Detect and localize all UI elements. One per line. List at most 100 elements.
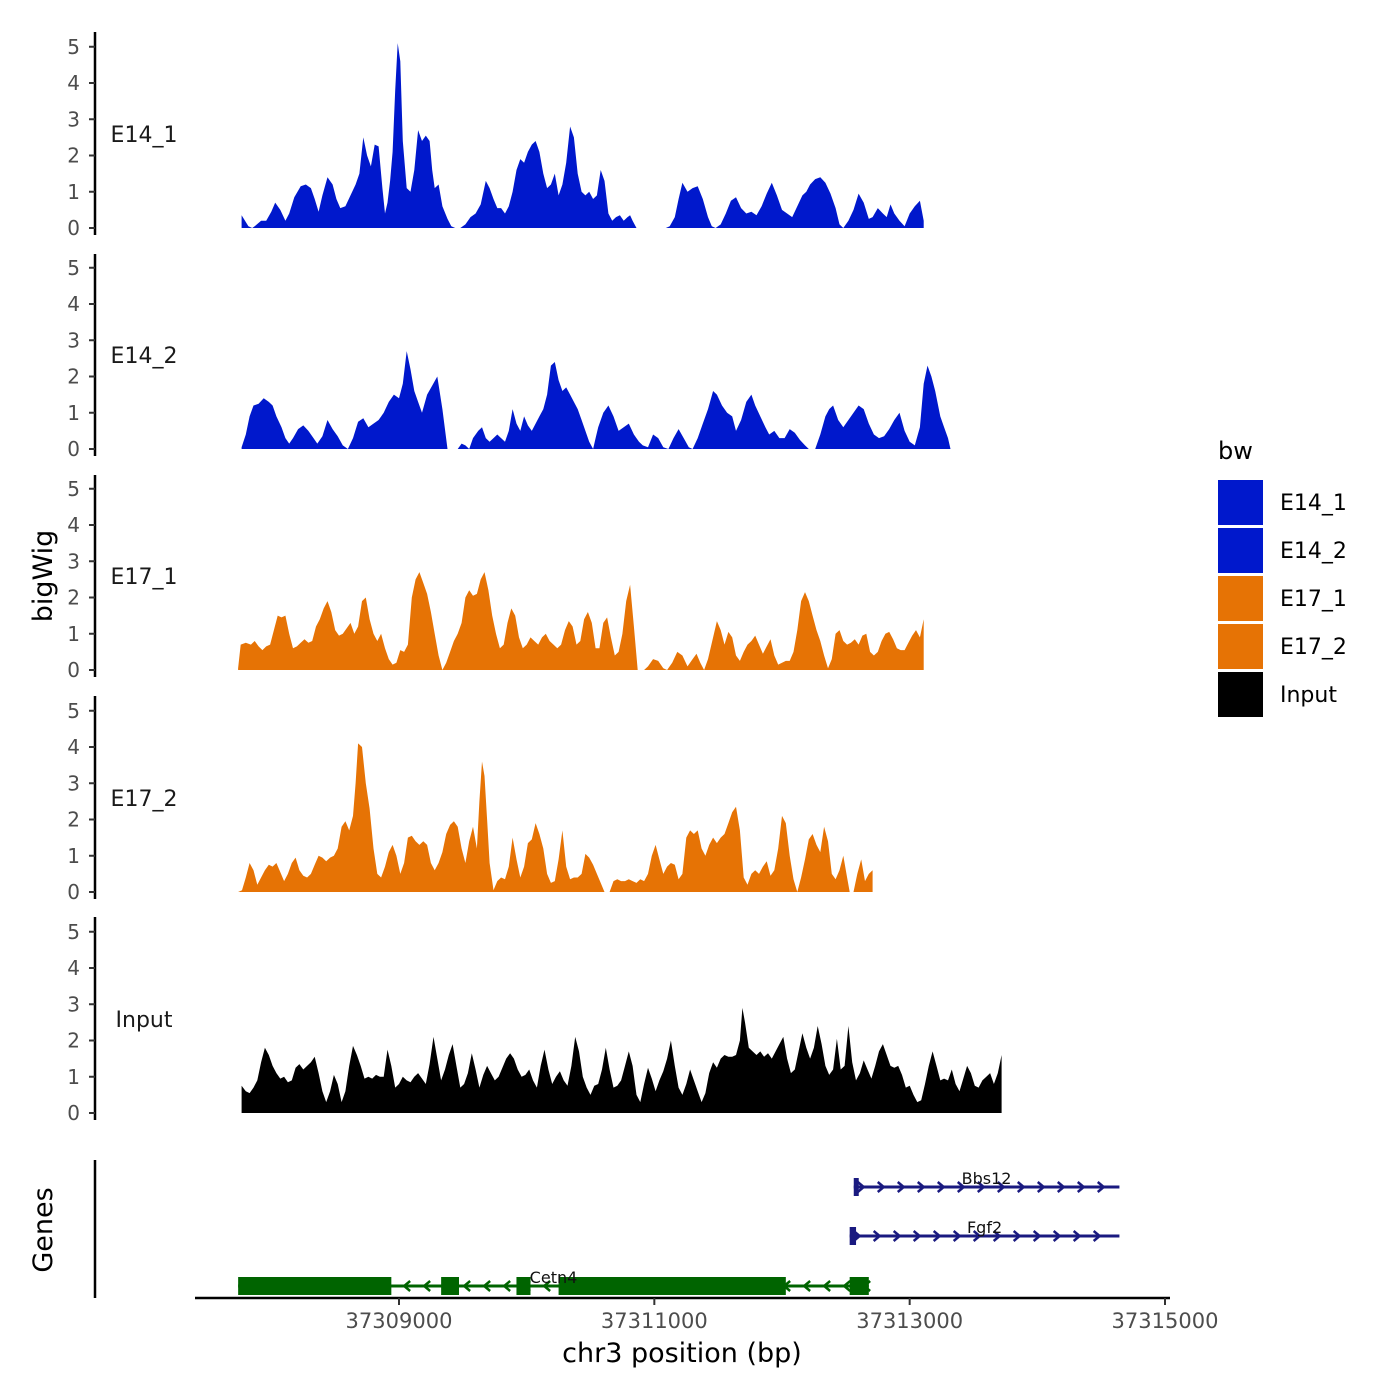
strand-arrow — [542, 1280, 551, 1292]
legend-swatch-E17_1 — [1218, 576, 1263, 621]
y-tick-label: 0 — [67, 880, 80, 904]
gene-name-label: Fgf2 — [967, 1218, 1002, 1237]
y-tick-label: 3 — [67, 328, 80, 352]
y-tick-label: 1 — [67, 401, 80, 425]
strand-arrow — [876, 1181, 886, 1193]
strand-arrow — [972, 1230, 982, 1242]
strand-arrow — [1052, 1230, 1062, 1242]
x-tick-label: 37313000 — [856, 1309, 963, 1333]
track-label: E14_1 — [111, 123, 178, 148]
y-tick-label: 5 — [67, 920, 80, 944]
legend-label-E14_1: E14_1 — [1280, 491, 1347, 516]
track-label: E17_1 — [111, 565, 178, 590]
strand-arrow — [1092, 1230, 1102, 1242]
y-tick-label: 4 — [67, 513, 80, 537]
strand-arrow — [842, 1280, 851, 1292]
y-tick-label: 5 — [67, 256, 80, 280]
strand-arrow — [1076, 1181, 1086, 1193]
y-tick-label: 3 — [67, 771, 80, 795]
strand-arrow — [462, 1280, 471, 1292]
strand-arrow — [402, 1280, 411, 1292]
bigwig-tracks: 0 1 2 3 4 5 E14_1 0 1 2 3 4 5 E14_2 0 1 2 3 4 5 E17_1 0 1 2 3 4 5 E… — [67, 32, 1002, 1125]
gene-Cetn4: Cetn4 — [238, 1268, 871, 1295]
strand-arrow — [1032, 1230, 1042, 1242]
y-tick-label: 5 — [67, 477, 80, 501]
y-tick-label: 2 — [67, 586, 80, 610]
x-axis: 37309000 37311000 37313000 37315000 — [195, 1296, 1219, 1333]
legend-label-E17_2: E17_2 — [1280, 635, 1347, 660]
gene-exon — [238, 1277, 392, 1295]
signal-area-E17_2 — [238, 743, 873, 892]
strand-arrow — [992, 1230, 1002, 1242]
y-tick-label: 4 — [67, 292, 80, 316]
y-tick-label: 1 — [67, 1065, 80, 1089]
strand-arrow — [1016, 1181, 1026, 1193]
gene-exon — [849, 1227, 857, 1245]
y-tick-label: 2 — [67, 808, 80, 832]
strand-arrow — [896, 1181, 906, 1193]
x-axis-label: chr3 position (bp) — [562, 1338, 802, 1369]
y-tick-label: 4 — [67, 956, 80, 980]
y-tick-label: 2 — [67, 365, 80, 389]
strand-arrow — [872, 1230, 882, 1242]
strand-arrow — [822, 1280, 831, 1292]
y-tick-label: 0 — [67, 437, 80, 461]
x-tick-label: 37315000 — [1112, 1309, 1219, 1333]
legend-label-E17_1: E17_1 — [1280, 587, 1347, 612]
legend-label-Input: Input — [1280, 683, 1337, 708]
x-tick-label: 37309000 — [346, 1309, 453, 1333]
signal-area-E17_1 — [238, 572, 924, 670]
strand-arrow — [1072, 1230, 1082, 1242]
strand-arrow — [936, 1181, 946, 1193]
gene-exon — [516, 1277, 531, 1295]
y-tick-label: 1 — [67, 844, 80, 868]
track-label: Input — [116, 1008, 173, 1033]
strand-arrow — [996, 1181, 1006, 1193]
strand-arrow — [1036, 1181, 1046, 1193]
gene-name-label: Bbs12 — [962, 1169, 1012, 1188]
gene-exon — [441, 1277, 460, 1295]
y-tick-label: 2 — [67, 1029, 80, 1053]
strand-arrow — [956, 1181, 966, 1193]
strand-arrow — [802, 1280, 811, 1292]
legend-label-E14_2: E14_2 — [1280, 539, 1347, 564]
y-tick-label: 5 — [67, 699, 80, 723]
y-tick-label: 3 — [67, 549, 80, 573]
signal-area-E14_2 — [241, 351, 951, 449]
legend-swatch-E14_2 — [1218, 528, 1263, 573]
legend: bw E14_1 E14_2 E17_1 E17_2 Input — [1218, 437, 1347, 717]
gene-exon — [853, 1178, 859, 1196]
y-tick-label: 3 — [67, 107, 80, 131]
y-tick-label: 0 — [67, 1101, 80, 1125]
legend-title: bw — [1218, 437, 1253, 465]
gene-Fgf2: Fgf2 — [849, 1218, 1120, 1245]
y-tick-label: 5 — [67, 35, 80, 59]
track-E17_1: 0 1 2 3 4 5 E17_1 — [67, 475, 924, 682]
signal-area-Input — [241, 1007, 1002, 1113]
strand-arrow — [916, 1181, 926, 1193]
strand-arrow — [482, 1280, 491, 1292]
legend-swatch-E14_1 — [1218, 480, 1263, 525]
legend-swatch-Input — [1218, 672, 1263, 717]
strand-arrow — [1096, 1181, 1106, 1193]
strand-arrow — [1056, 1181, 1066, 1193]
strand-arrow — [952, 1230, 962, 1242]
gene-name-label: Cetn4 — [530, 1268, 578, 1287]
y-axis-label-genes: Genes — [28, 1187, 59, 1272]
track-label: E17_2 — [111, 787, 178, 812]
gene-track: Bbs12 Fgf2 Cetn4 — [93, 1160, 1120, 1298]
gene-exon — [849, 1277, 869, 1295]
gene-Bbs12: Bbs12 — [853, 1169, 1120, 1196]
y-tick-label: 1 — [67, 180, 80, 204]
track-E14_2: 0 1 2 3 4 5 E14_2 — [67, 254, 951, 461]
signal-area-E14_1 — [241, 43, 924, 228]
y-tick-label: 0 — [67, 216, 80, 240]
gene-exon — [558, 1277, 786, 1295]
y-tick-label: 0 — [67, 658, 80, 682]
y-tick-label: 4 — [67, 71, 80, 95]
track-E17_2: 0 1 2 3 4 5 E17_2 — [67, 696, 873, 904]
legend-swatch-E17_2 — [1218, 624, 1263, 669]
strand-arrow — [912, 1230, 922, 1242]
strand-arrow — [976, 1181, 986, 1193]
y-tick-label: 2 — [67, 144, 80, 168]
